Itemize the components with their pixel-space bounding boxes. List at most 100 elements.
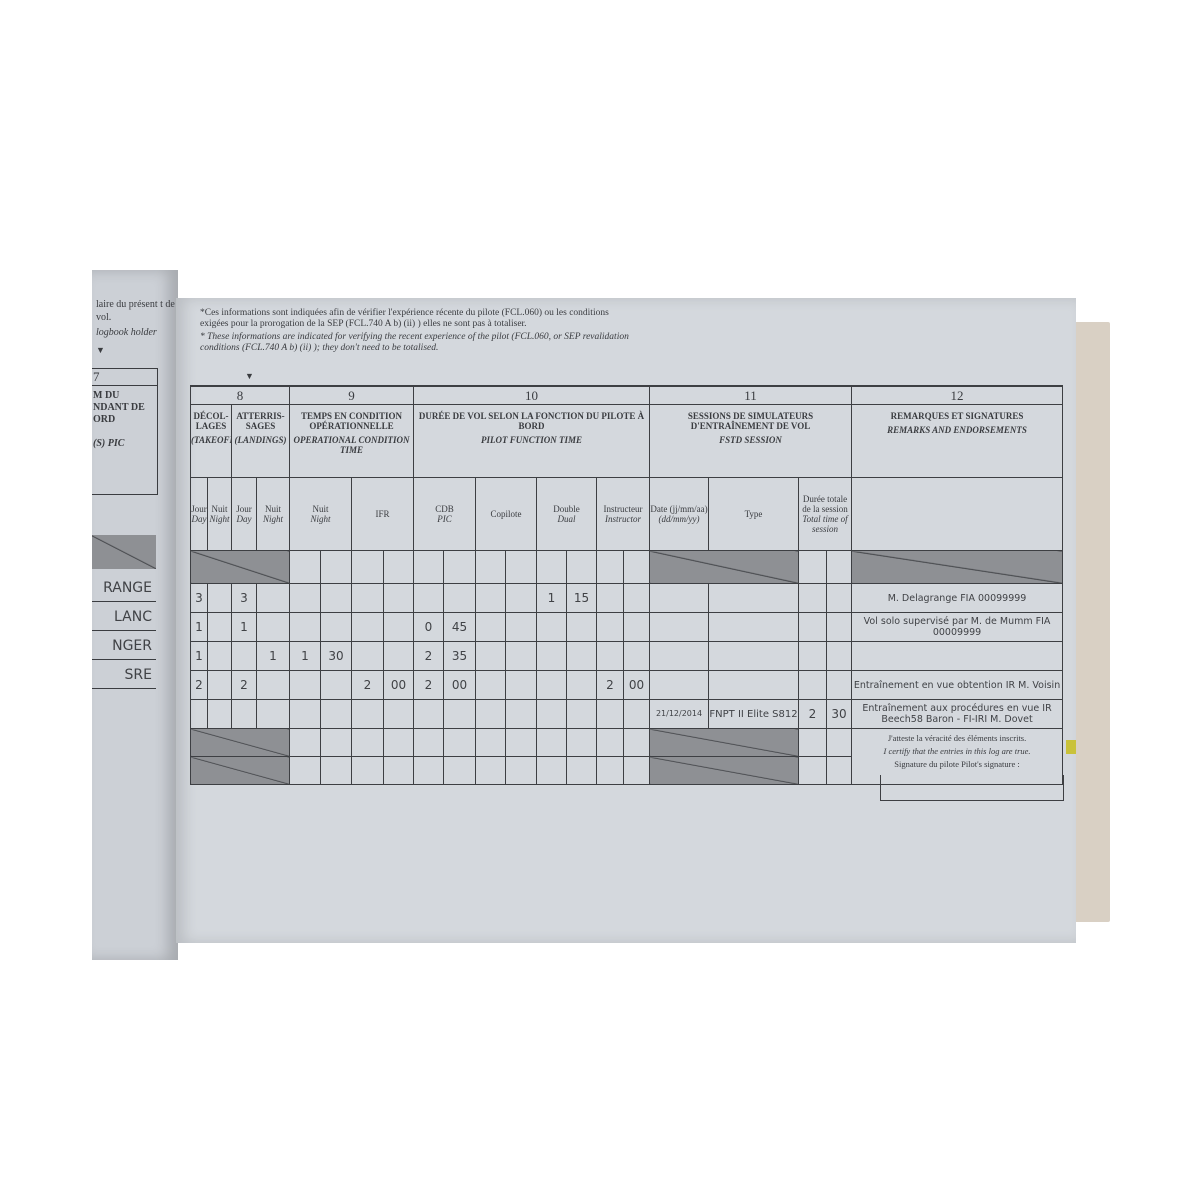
shaded-cell: [649, 728, 799, 757]
takeoff-day-header: Jour Day: [190, 477, 208, 551]
pic-name: NGER: [92, 632, 156, 660]
empty-cell: [443, 728, 476, 757]
fstd-date-cell: [649, 612, 709, 642]
empty-cell: [383, 550, 414, 584]
dual-hours-cell: 1: [536, 583, 567, 613]
empty-cell: [289, 728, 321, 757]
certify-fr: J'atteste la véracité des éléments inscr…: [887, 733, 1027, 743]
shaded-cell: [649, 756, 799, 785]
arrow-down-icon: ▼: [96, 345, 105, 355]
copilot-hours-cell: [475, 583, 506, 613]
remark-cell: Entraînement en vue obtention IR M. Vois…: [851, 670, 1064, 700]
night-minutes-cell: 30: [320, 641, 352, 671]
pic-header: CDB PIC: [413, 477, 476, 551]
shaded-cell: [190, 550, 290, 584]
copilot-hours-cell: [475, 670, 506, 700]
empty-cell: [475, 756, 506, 785]
column-7-header: 7 M DU NDANT DE ORD (S) PIC: [92, 368, 158, 495]
empty-cell: [596, 550, 624, 584]
empty-cell: [623, 728, 650, 757]
shaded-cell: [190, 728, 290, 757]
fstd-minutes-cell: [825, 670, 853, 700]
fstd-hours-cell: 2: [798, 699, 827, 729]
ifr-header: IFR: [351, 477, 414, 551]
fstd-type-cell: FNPT II Elite S812: [708, 699, 799, 729]
col9-number: 9: [289, 385, 414, 405]
landing-day-cell: 1: [231, 612, 257, 642]
empty-cell: [320, 550, 352, 584]
empty-cell: [798, 550, 827, 584]
takeoff-day-cell: 2: [190, 670, 208, 700]
column-7-shaded: [92, 535, 156, 569]
pic-hours-cell: [413, 583, 444, 613]
fstd-type-cell: [708, 670, 799, 700]
remark-cell: [851, 641, 1064, 671]
ifr-minutes-cell: [383, 583, 414, 613]
empty-cell: [413, 728, 444, 757]
fstd-hours-cell: [798, 670, 827, 700]
table-row: 2 2 2 00 2 00 2 00 Entraînement en vue obtention…: [190, 670, 1064, 700]
pic-minutes-cell: 00: [443, 670, 476, 700]
shaded-cell: [851, 550, 1064, 584]
copilot-minutes-cell: [505, 670, 537, 700]
takeoff-night-cell: [207, 670, 232, 700]
pic-hours-cell: 2: [413, 670, 444, 700]
empty-cell: [320, 728, 352, 757]
empty-cell: [566, 756, 597, 785]
night-header: Nuit Night: [289, 477, 352, 551]
fstd-hours-cell: [798, 641, 827, 671]
pic-hours-cell: 2: [413, 641, 444, 671]
ifr-minutes-cell: [383, 641, 414, 671]
landing-day-cell: 2: [231, 670, 257, 700]
instructor-minutes-cell: [623, 612, 650, 642]
table-row: 21/12/2014 FNPT II Elite S812 2 30 Entraînem…: [190, 699, 1064, 729]
fstd-date-cell: 21/12/2014: [649, 699, 709, 729]
empty-cell: [383, 728, 414, 757]
night-hours-cell: 1: [289, 641, 321, 671]
night-hours-cell: [289, 583, 321, 613]
landing-night-cell: [256, 583, 290, 613]
empty-cell: [566, 728, 597, 757]
dual-minutes-cell: [566, 641, 597, 671]
dual-hours-cell: [536, 641, 567, 671]
fstd-type-cell: [708, 612, 799, 642]
empty-cell: [623, 550, 650, 584]
fstd-date-cell: [649, 641, 709, 671]
remark-cell: Entraînement aux procédures en vue IR Be…: [851, 699, 1064, 729]
logbook-table: 8 9 10 11 12 DÉCOL-LAGES(TAKEOFFS) ATTER…: [190, 385, 1064, 785]
night-minutes-cell: [320, 583, 352, 613]
landing-day-cell: [231, 699, 257, 729]
empty-cell: [475, 550, 506, 584]
pic-minutes-cell: 35: [443, 641, 476, 671]
landing-day-cell: [231, 641, 257, 671]
fstd-date-cell: [649, 670, 709, 700]
fstd-minutes-cell: [825, 583, 853, 613]
arrow-down-icon: ▼: [245, 371, 254, 381]
left-page: laire du présent t de vol. logbook holde…: [92, 270, 178, 960]
instructor-hours-cell: [596, 583, 624, 613]
empty-cell: [320, 756, 352, 785]
ifr-minutes-cell: [383, 612, 414, 642]
takeoff-night-cell: [207, 699, 232, 729]
night-minutes-cell: [320, 699, 352, 729]
note-en: * These informations are indicated for v…: [200, 332, 629, 353]
copilot-hours-cell: [475, 699, 506, 729]
fstd-header: SESSIONS DE SIMULATEURS D'ENTRAÎNEMENT D…: [648, 404, 853, 478]
landing-night-cell: 1: [256, 641, 290, 671]
session-time-header: Durée totale de la session Total time of …: [797, 477, 853, 551]
date-header: Date (jj/mm/aa) (dd/mm/yy): [649, 477, 709, 551]
totals-row: J'atteste la véracité des éléments inscr…: [190, 728, 1064, 785]
pic-hours-cell: [413, 699, 444, 729]
takeoff-night-header: Nuit Night: [207, 477, 232, 551]
fstd-minutes-cell: [825, 612, 853, 642]
empty-cell: [536, 550, 567, 584]
landing-day-header: Jour Day: [231, 477, 257, 551]
ifr-hours-cell: [351, 583, 384, 613]
takeoffs-header: DÉCOL-LAGES(TAKEOFFS): [190, 404, 232, 478]
takeoff-night-cell: [207, 583, 232, 613]
empty-cell: [289, 550, 321, 584]
empty-cell: [596, 728, 624, 757]
notes: *Ces informations sont indiquées afin de…: [200, 308, 630, 354]
dual-hours-cell: [536, 670, 567, 700]
copilot-minutes-cell: [505, 641, 537, 671]
